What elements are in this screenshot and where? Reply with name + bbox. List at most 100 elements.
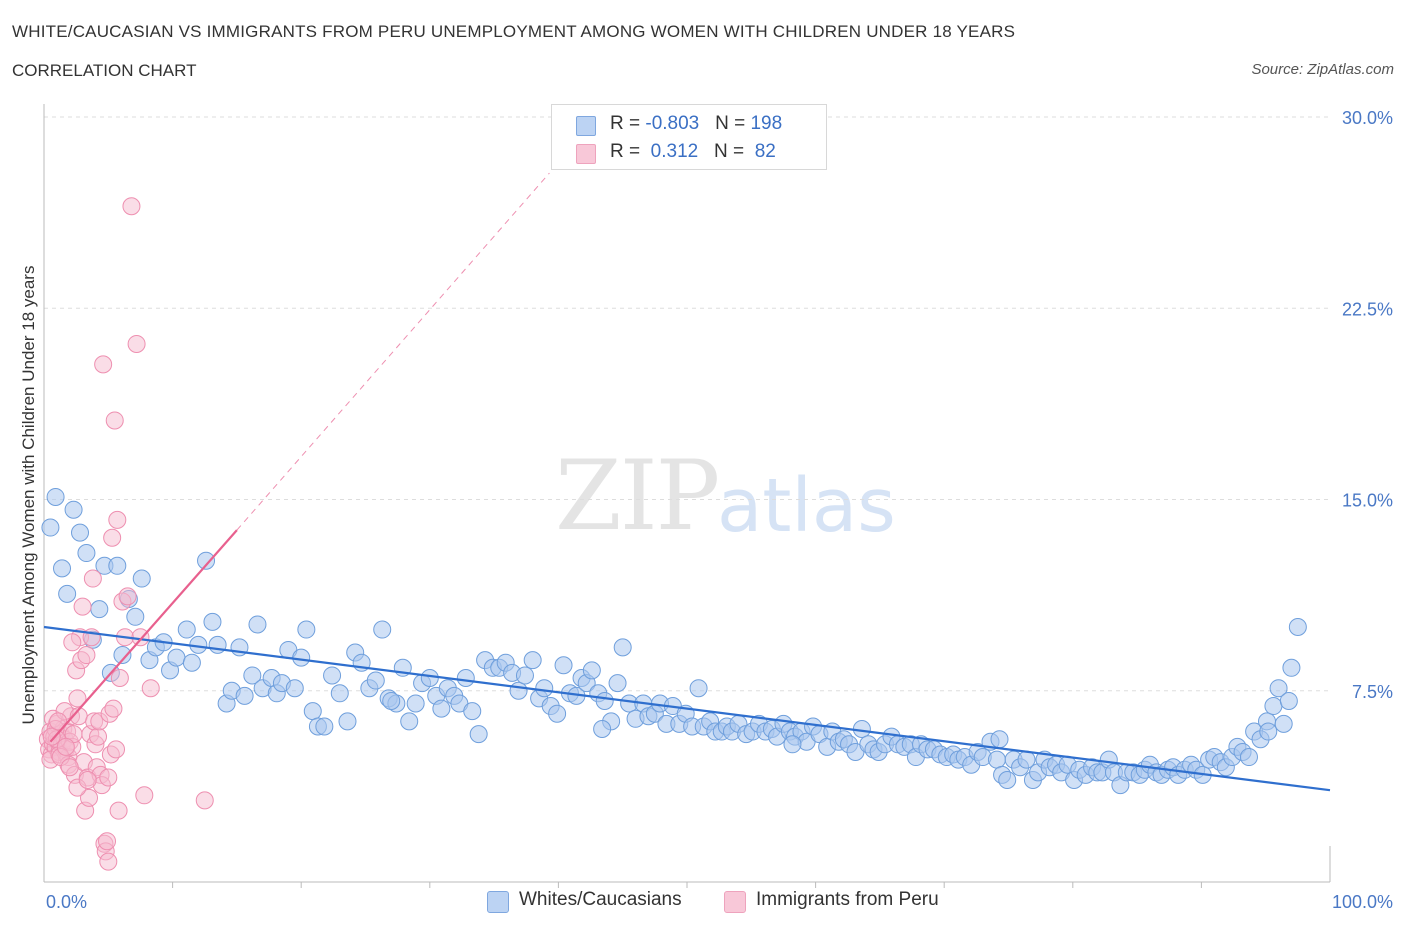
point-whites [1269, 679, 1288, 698]
point-whites [783, 735, 802, 754]
legend-swatch-blue [487, 891, 509, 913]
legend-r-value: 0.312 [645, 141, 699, 162]
point-whites [432, 699, 451, 718]
point-peru [80, 788, 99, 807]
point-whites [1264, 697, 1283, 716]
series-whites-points [41, 487, 1307, 795]
point-whites [406, 694, 425, 713]
point-whites [1259, 722, 1278, 741]
point-peru [83, 569, 102, 588]
point-whites [108, 556, 127, 575]
point-peru [56, 737, 75, 756]
point-peru [141, 679, 160, 698]
point-whites [366, 671, 385, 690]
point-whites [1282, 658, 1301, 677]
point-whites [990, 730, 1009, 749]
point-whites [182, 653, 201, 672]
point-whites [71, 523, 90, 542]
legend-r-label: R = [610, 141, 646, 162]
point-whites [420, 669, 439, 687]
point-whites [235, 686, 254, 705]
watermark-zip: ZIP [555, 440, 720, 552]
point-whites [1239, 748, 1258, 767]
point-peru [99, 768, 118, 787]
point-whites [515, 666, 534, 685]
point-whites [535, 679, 554, 698]
point-whites [41, 518, 60, 537]
point-whites [608, 674, 627, 693]
y-axis-label: Unemployment Among Women with Children U… [19, 266, 38, 725]
point-whites [126, 607, 145, 626]
point-whites [58, 584, 77, 603]
trend-line-whites [43, 625, 1331, 792]
point-whites [338, 712, 357, 731]
point-peru [108, 510, 127, 529]
point-peru [103, 528, 122, 547]
legend-label-whites: Whites/Caucasians [519, 889, 682, 910]
legend-swatch-blue [576, 116, 596, 136]
point-whites [285, 679, 304, 698]
point-peru [89, 727, 108, 746]
point-peru [127, 334, 146, 353]
point-whites [113, 646, 132, 665]
legend-r-label: R = [610, 113, 646, 134]
legend-n-value: 198 [750, 113, 783, 134]
trend-extension-peru [236, 172, 550, 531]
point-whites [315, 717, 334, 736]
point-whites [1279, 691, 1298, 710]
point-peru [107, 740, 126, 759]
correlation-legend: R = -0.803 N = 198 R = 0.312 N = 82 [551, 104, 827, 170]
point-whites [197, 551, 216, 570]
point-whites [77, 544, 96, 563]
point-whites [400, 712, 419, 731]
point-peru [195, 791, 214, 810]
point-peru [77, 646, 96, 665]
point-whites [167, 648, 186, 667]
point-whites [582, 661, 601, 680]
point-whites [463, 702, 482, 721]
point-whites [469, 725, 488, 744]
point-whites [554, 656, 573, 675]
legend-swatch-pink [724, 891, 746, 913]
point-peru [109, 801, 128, 820]
point-whites [1288, 618, 1307, 636]
legend-n-label: N = [714, 141, 750, 162]
point-peru [98, 832, 117, 851]
point-whites [64, 500, 83, 519]
point-whites [303, 702, 322, 721]
source-label: Source: ZipAtlas.com [1251, 61, 1394, 78]
point-whites [1274, 714, 1293, 733]
point-whites [90, 600, 109, 619]
watermark-atlas: atlas [717, 463, 896, 549]
point-whites [595, 691, 614, 710]
point-peru [122, 197, 141, 216]
y-tick-label: 7.5% [1352, 682, 1393, 702]
point-peru [49, 712, 68, 731]
trend-lines [43, 172, 1331, 792]
point-whites [243, 666, 262, 685]
legend-n-label: N = [715, 113, 751, 134]
point-whites [323, 666, 342, 685]
point-peru [42, 727, 61, 746]
legend-row-peru: R = 0.312 N = 82 [576, 141, 776, 165]
point-whites [177, 620, 196, 639]
point-peru [68, 689, 87, 708]
point-peru [73, 597, 92, 616]
point-peru [105, 411, 124, 430]
point-whites [46, 487, 65, 506]
point-whites [330, 684, 349, 703]
point-whites [248, 615, 267, 634]
point-whites [292, 648, 311, 667]
y-tick-labels: 7.5% 15.0% 22.5% 30.0% [1342, 108, 1393, 702]
x-tick-label: 100.0% [1332, 892, 1393, 912]
x-tick-label: 0.0% [46, 892, 87, 912]
point-whites [382, 691, 401, 710]
legend-row-whites: R = -0.803 N = 198 [576, 113, 782, 137]
point-whites [523, 651, 542, 670]
point-whites [509, 681, 528, 700]
point-whites [987, 750, 1006, 769]
point-peru [118, 587, 137, 606]
chart-subtitle: CORRELATION CHART [12, 61, 197, 80]
point-peru [78, 771, 97, 789]
point-whites [297, 620, 316, 639]
